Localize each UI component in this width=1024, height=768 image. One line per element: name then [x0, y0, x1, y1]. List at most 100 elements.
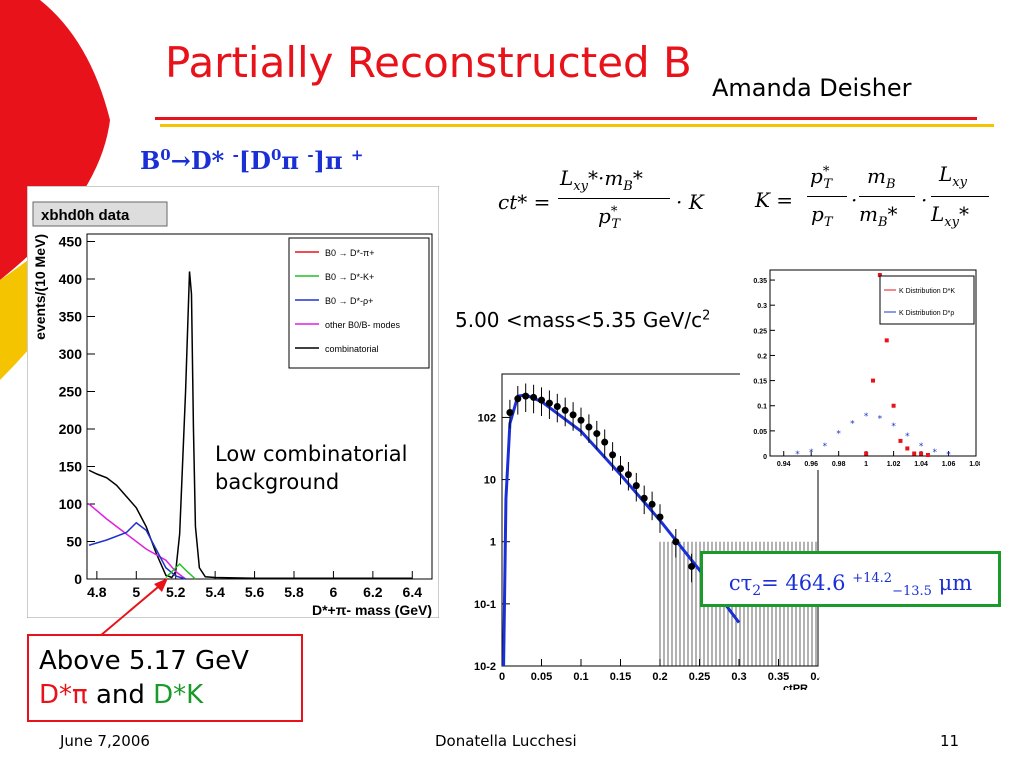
drho-point: *	[933, 448, 938, 458]
callout-box: Above 5.17 GeV D*π and D*K	[27, 634, 303, 722]
author-name: Amanda Deisher	[712, 74, 912, 102]
y-tick-label: 0	[763, 454, 767, 461]
data-point	[514, 395, 522, 403]
series-line-1	[88, 503, 187, 580]
drho-point: *	[850, 419, 855, 429]
x-tick-label: 0.35	[768, 671, 789, 683]
y-tick-label: 0	[74, 571, 82, 587]
drho-point: *	[864, 412, 869, 422]
data-point	[617, 465, 624, 473]
legend-label: B0 → D*-π+	[325, 248, 374, 258]
legend-label: K Distribution D*K	[899, 288, 955, 295]
x-tick-label: 6.4	[403, 584, 423, 600]
x-tick-label: 1.02	[887, 461, 901, 468]
k-distribution-chart: 0 0.05 0.1 0.15 0.2 0.25 0.3 0.35 0.94 0.96 0.98 1 1…	[740, 266, 980, 470]
y-tick-label: 0.25	[753, 328, 767, 335]
data-point	[640, 494, 648, 502]
y-tick-label: 450	[59, 234, 83, 250]
y-tick-label: 150	[59, 459, 83, 475]
dk-point	[919, 451, 924, 456]
dk-point	[884, 338, 889, 343]
y-axis-label: events/(10 MeV)	[32, 234, 48, 340]
x-tick-label: 5.2	[166, 584, 186, 600]
x-tick-label: 0.94	[777, 461, 791, 468]
data-point	[688, 562, 696, 570]
drho-point: *	[891, 422, 896, 432]
chart-title: xbhd0h data	[41, 207, 130, 224]
data-point	[561, 406, 569, 414]
dk-point	[898, 438, 903, 443]
legend-box	[288, 237, 430, 369]
legend-box	[879, 275, 975, 325]
y-tick-label: 10	[484, 475, 496, 487]
x-tick-label: 0.2	[652, 671, 667, 683]
y-tick-label: 0.05	[753, 429, 767, 436]
callout-arrow	[99, 578, 168, 637]
series-line-0	[88, 271, 413, 579]
y-tick-label: 250	[59, 384, 83, 400]
data-point	[577, 416, 585, 424]
x-tick-label: 0.15	[610, 671, 631, 683]
data-point	[538, 396, 545, 404]
drho-point: *	[919, 442, 924, 452]
drho-point: *	[905, 432, 910, 442]
ct-distribution-chart: 10-2 10-1 1 10 102 0 0.05 0.1 0.15 0.2 0.25 0.3 0.35…	[474, 373, 820, 690]
data-point	[601, 438, 609, 446]
x-tick-label: 6	[330, 584, 338, 600]
data-point	[585, 423, 593, 431]
data-point	[648, 500, 656, 508]
legend-label: K Distribution D*ρ	[899, 310, 954, 317]
y-tick-label: 10-1	[474, 599, 496, 611]
data-point	[545, 399, 553, 407]
data-point	[553, 402, 561, 410]
y-tick-label: 400	[59, 271, 83, 287]
x-tick-label: 1.06	[942, 461, 956, 468]
x-tick-label: 0.96	[804, 461, 818, 468]
x-tick-label: 0.05	[531, 671, 552, 683]
title-divider-accent	[160, 124, 994, 127]
drho-point: *	[836, 429, 841, 439]
data-point	[632, 482, 640, 490]
x-tick-label: 5.6	[245, 584, 265, 600]
y-tick-label: 1	[490, 537, 496, 549]
decay-chain: B0→D* -[D0π -]π +	[140, 146, 364, 175]
title-divider	[155, 117, 977, 120]
dk-point	[912, 451, 917, 456]
data-point	[522, 392, 530, 400]
y-tick-label: 200	[59, 421, 83, 437]
legend-label: combinatorial	[325, 344, 379, 354]
x-tick-label: 4.8	[87, 584, 107, 600]
x-tick-label: 5.4	[205, 584, 225, 600]
x-tick-label: 1.08	[969, 461, 980, 468]
data-point	[624, 471, 632, 479]
y-tick-label: 0.15	[753, 379, 767, 386]
drho-point: *	[878, 414, 883, 424]
page-number: 11	[940, 732, 960, 750]
dk-point	[877, 273, 882, 278]
x-tick-label: 0.98	[832, 461, 846, 468]
y-tick-label: 0.3	[757, 303, 767, 310]
series-line-3	[165, 562, 196, 580]
data-point	[569, 411, 577, 419]
data-point	[593, 430, 601, 438]
low-combinatorial-note: Low combinatorial background	[215, 442, 408, 494]
data-point	[656, 513, 664, 521]
footer-date: June 7,2006	[60, 732, 150, 750]
y-tick-label: 300	[59, 346, 83, 362]
legend-label: other B0/B- modes	[325, 320, 401, 330]
lifetime-result: cτ2= 464.6 +14.2−13.5 μm	[700, 551, 1001, 607]
mass-window-label: 5.00 <mass<5.35 GeV/c2	[455, 308, 711, 332]
x-tick-label: 0.1	[573, 671, 588, 683]
legend-label: B0 → D*-K+	[325, 272, 374, 282]
dk-point	[925, 452, 930, 457]
x-tick-label: 1.04	[914, 461, 928, 468]
drho-point: *	[809, 448, 814, 458]
slide-title: Partially Reconstructed B	[165, 38, 692, 87]
y-tick-label: 0.2	[757, 353, 767, 360]
y-tick-label: 10-2	[474, 661, 496, 673]
drho-point: *	[946, 450, 951, 460]
series-line-2	[88, 521, 186, 580]
mass-spectrum-chart: xbhd0h data 0 50 100 150 200 250 300 350 400 450 4…	[27, 186, 439, 618]
y-tick-label: 100	[59, 496, 83, 512]
y-tick-label: 50	[66, 534, 82, 550]
